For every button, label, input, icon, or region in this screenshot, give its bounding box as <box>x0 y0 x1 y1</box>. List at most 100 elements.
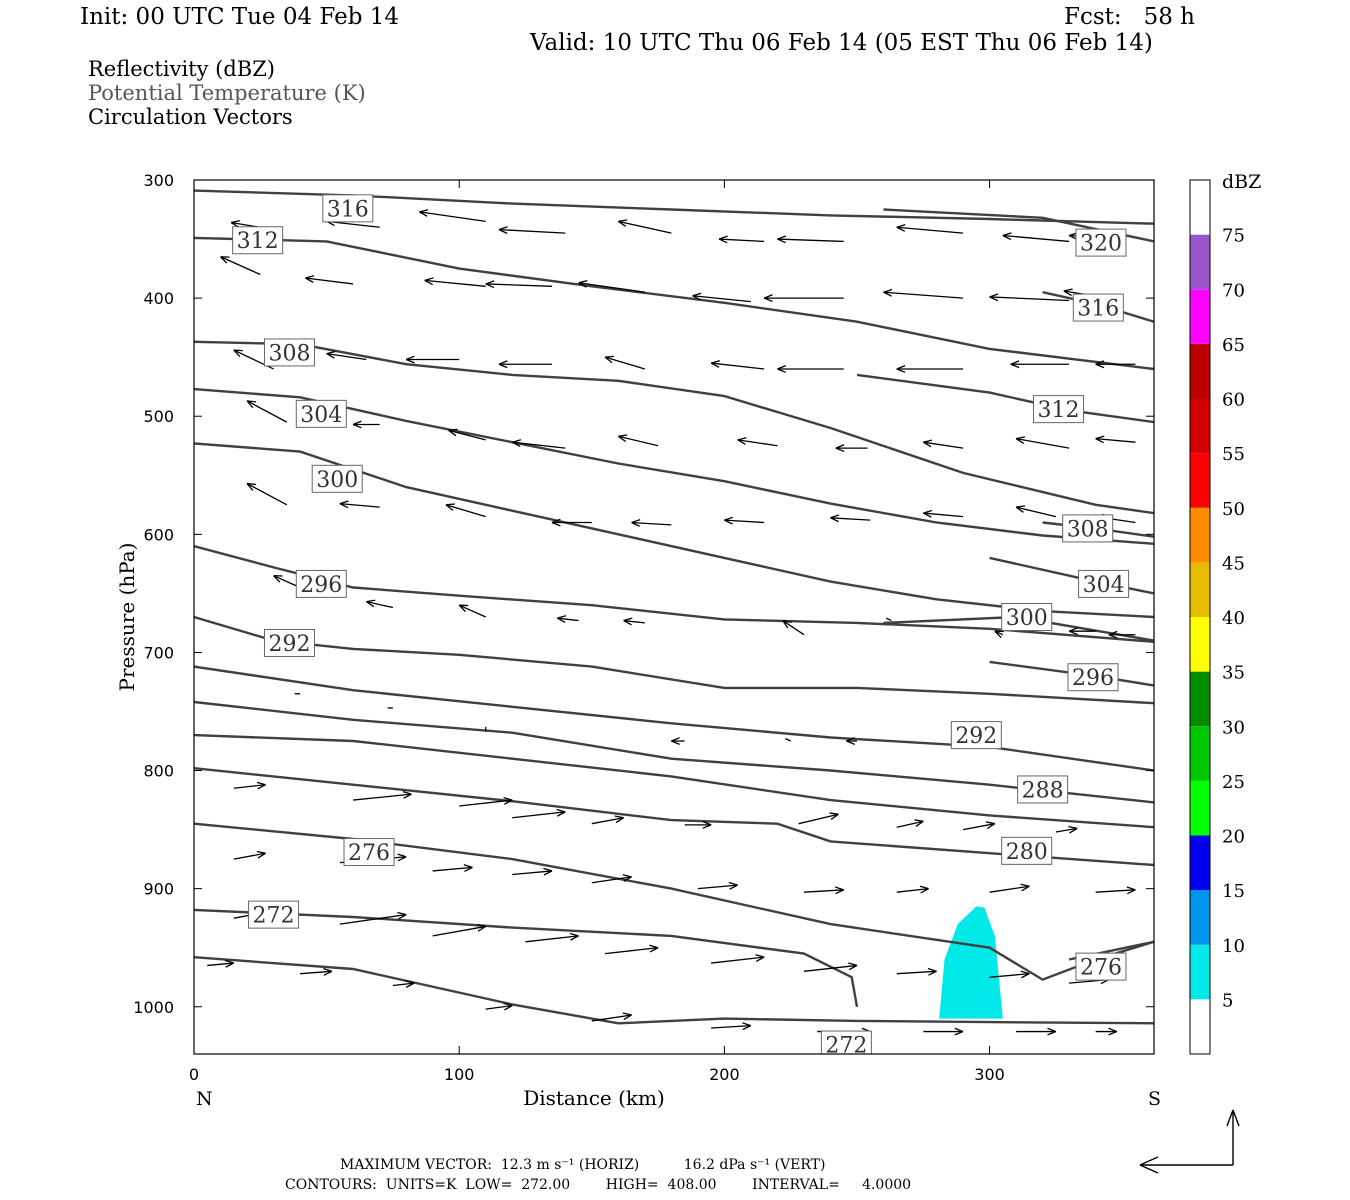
circulation-vector <box>763 294 844 303</box>
contour-label: 316 <box>322 194 374 223</box>
contour-label: 304 <box>295 399 347 428</box>
colorbar-level-label: 5 <box>1222 990 1233 1011</box>
circulation-vector <box>445 503 486 518</box>
circulation-vector <box>803 962 858 972</box>
circulation-vector <box>591 874 632 884</box>
y-tick-label: 600 <box>143 525 174 544</box>
x-tick-label: 0 <box>189 1065 199 1084</box>
theta-contour-304 <box>989 556 1154 595</box>
theta-contour-unlabeled <box>194 733 1154 829</box>
x-tick-label: 300 <box>974 1065 1005 1084</box>
colorbar-segment <box>1190 890 1210 945</box>
circulation-vector <box>1095 435 1136 444</box>
circulation-vector <box>339 500 380 509</box>
contour-label-text: 288 <box>1022 778 1064 803</box>
circulation-vector <box>1095 1027 1118 1036</box>
circulation-vector <box>617 434 659 447</box>
colorbar-frame <box>1189 179 1211 1055</box>
circulation-vector <box>896 885 929 894</box>
circulation-vector <box>366 599 394 609</box>
circulation-vector <box>617 219 672 234</box>
circulation-vector <box>498 360 553 369</box>
contour-label: 300 <box>311 464 363 493</box>
circulation-vector <box>498 226 566 234</box>
circulation-vector <box>424 277 486 287</box>
circulation-vector <box>684 820 712 829</box>
valid-time: Valid: 10 UTC Thu 06 Feb 14 (05 EST Thu … <box>530 30 1153 56</box>
circulation-vector <box>994 630 1004 639</box>
colorbar-level-label: 65 <box>1222 335 1245 356</box>
circulation-vector <box>591 815 624 825</box>
circulation-vector <box>233 850 266 860</box>
colorbar-segment <box>1190 234 1210 290</box>
circulation-vector <box>432 864 473 873</box>
y-tick-label: 800 <box>143 762 174 781</box>
circulation-vector <box>1015 436 1070 449</box>
circulation-vector <box>1002 232 1070 243</box>
axes: 300 400 500 600 700 800 900 1000 0 100 200 300 N S Dis… <box>115 171 1161 1110</box>
circulation-vector <box>711 954 765 964</box>
y-tick-label: 400 <box>143 289 174 308</box>
reference-vector <box>1139 1109 1240 1174</box>
y-tick-label: 300 <box>143 171 174 190</box>
forecast-hour: Fcst: 58 h <box>1064 4 1195 30</box>
colorbar-segment <box>1190 726 1210 781</box>
colorbar-segment <box>1190 999 1210 1054</box>
contour-label: 288 <box>1017 775 1069 804</box>
colorbar-segment <box>1190 835 1210 891</box>
circulation-vector <box>604 944 659 955</box>
contour-label: 292 <box>263 628 315 657</box>
field-vectors: Circulation Vectors <box>88 105 293 129</box>
theta-contour-308 <box>194 340 1154 515</box>
contour-label: 272 <box>248 900 300 929</box>
theta-contour-312 <box>194 236 1154 371</box>
contour-label-text: 312 <box>1038 398 1080 423</box>
contour-label-text: 316 <box>1077 297 1119 322</box>
circulation-vector <box>724 516 765 525</box>
circulation-vector <box>458 604 486 618</box>
contour-label: 304 <box>1078 569 1130 598</box>
theta-contour-288 <box>194 700 1154 804</box>
circulation-vector <box>1108 630 1136 639</box>
contour-label-text: 308 <box>1067 517 1109 542</box>
circulation-vector <box>989 970 1030 979</box>
y-tick-label: 900 <box>143 880 174 899</box>
colorbar-segment <box>1190 289 1210 344</box>
circulation-vector <box>896 365 964 373</box>
circulation-vector <box>631 519 672 527</box>
contour-label-text: 280 <box>1006 840 1048 865</box>
circulation-vector <box>405 355 460 364</box>
contour-label: 276 <box>1075 952 1127 981</box>
circulation-vector <box>896 224 964 234</box>
footer-max-vector: MAXIMUM VECTOR: 12.3 m s⁻¹ (HORIZ) 16.2 … <box>340 1157 826 1173</box>
circulation-vector <box>557 615 579 623</box>
plot-frame <box>193 179 1155 1055</box>
circulation-vector <box>777 365 844 373</box>
contour-label: 320 <box>1075 228 1127 257</box>
circulation-vector <box>962 821 996 831</box>
circulation-vector <box>737 437 778 447</box>
circulation-vector <box>392 980 415 988</box>
field-reflectivity: Reflectivity (dBZ) <box>88 57 276 81</box>
colorbar-level-label: 15 <box>1222 881 1245 902</box>
x-tick-label: 200 <box>709 1065 740 1084</box>
colorbar-segment <box>1190 453 1210 508</box>
colorbar: 5 10 15 20 25 30 35 40 45 50 55 60 65 70 75 dBZ <box>1189 171 1261 1055</box>
plot-content: 316 320 312 316 308 312 304 300 308 304 296 300 292 2… <box>194 189 1154 1054</box>
colorbar-level-label: 25 <box>1222 772 1245 793</box>
circulation-vector <box>623 617 645 626</box>
colorbar-segment <box>1190 617 1210 672</box>
circulation-vector <box>896 967 937 976</box>
circulation-vector <box>671 737 685 745</box>
colorbar-segment <box>1190 671 1210 727</box>
circulation-vector <box>785 738 791 742</box>
circulation-vector <box>777 235 844 244</box>
y-tick-label: 500 <box>143 407 174 426</box>
circulation-vector <box>352 420 380 429</box>
x-end-label-south: S <box>1148 1088 1161 1110</box>
colorbar-segment <box>1190 944 1210 1000</box>
contour-label-text: 304 <box>1083 573 1125 598</box>
circulation-vector <box>419 209 486 222</box>
colorbar-level-label: 20 <box>1222 827 1245 848</box>
colorbar-level-label: 60 <box>1222 390 1245 411</box>
